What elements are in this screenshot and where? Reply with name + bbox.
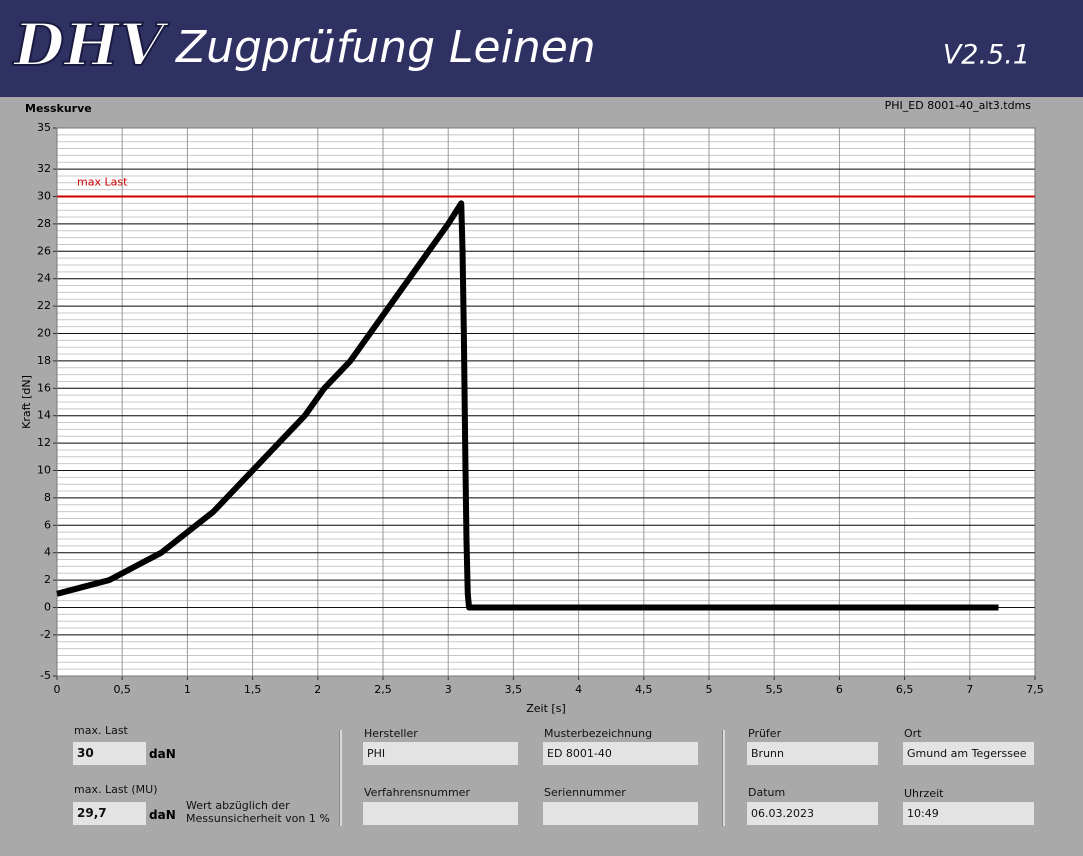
x-tick-label: 0,5 bbox=[113, 683, 131, 696]
y-tick-label: 10 bbox=[37, 464, 51, 477]
x-tick-label: 2,5 bbox=[374, 683, 392, 696]
x-tick-label: 6,5 bbox=[896, 683, 914, 696]
x-tick-label: 7,5 bbox=[1026, 683, 1044, 696]
value-field[interactable]: 30 bbox=[73, 742, 146, 765]
separator bbox=[722, 730, 725, 826]
y-tick-label: 2 bbox=[44, 573, 51, 586]
field-input[interactable]: ED 8001-40 bbox=[543, 742, 698, 765]
field-input[interactable]: 10:49 bbox=[903, 802, 1034, 825]
field-label: Datum bbox=[748, 786, 786, 799]
label: max. Last (MU) bbox=[74, 783, 158, 796]
y-tick-label: 24 bbox=[37, 272, 51, 285]
separator bbox=[339, 730, 342, 826]
x-tick-label: 5,5 bbox=[765, 683, 783, 696]
y-tick-label: 4 bbox=[44, 546, 51, 559]
header: DHV Zugprüfung Leinen V2.5.1 bbox=[0, 0, 1083, 97]
version: V2.5.1 bbox=[943, 40, 1030, 71]
x-tick-label: 6 bbox=[836, 683, 843, 696]
note: Wert abzüglich der bbox=[186, 799, 290, 812]
y-tick-label: 16 bbox=[37, 381, 51, 394]
x-tick-label: 7 bbox=[966, 683, 973, 696]
x-tick-label: 4 bbox=[575, 683, 582, 696]
x-tick-label: 3 bbox=[445, 683, 452, 696]
chart-title: Messkurve bbox=[25, 102, 92, 115]
y-tick-label: 22 bbox=[37, 299, 51, 312]
file-name: PHI_ED 8001-40_alt3.tdms bbox=[885, 99, 1032, 112]
field-label: Seriennummer bbox=[544, 786, 626, 799]
y-tick-label: 26 bbox=[37, 244, 51, 257]
field-label: Verfahrensnummer bbox=[364, 786, 470, 799]
y-tick-label: 20 bbox=[37, 327, 51, 340]
x-tick-label: 5 bbox=[706, 683, 713, 696]
y-tick-label: 14 bbox=[37, 409, 51, 422]
y-tick-label: 0 bbox=[44, 601, 51, 614]
y-tick-label: 28 bbox=[37, 217, 51, 230]
data-line bbox=[56, 200, 999, 611]
field-label: Hersteller bbox=[364, 727, 418, 740]
y-tick-label: -5 bbox=[40, 669, 51, 682]
value-field[interactable]: 29,7 bbox=[73, 802, 146, 825]
x-tick-label: 1,5 bbox=[244, 683, 262, 696]
field-input[interactable]: Gmund am Tegerssee bbox=[903, 742, 1034, 765]
field-input[interactable] bbox=[543, 802, 698, 825]
field-input[interactable]: 06.03.2023 bbox=[747, 802, 878, 825]
field-input[interactable] bbox=[363, 802, 518, 825]
y-tick-label: 8 bbox=[44, 491, 51, 504]
y-tick-label: 6 bbox=[44, 518, 51, 531]
x-tick-label: 4,5 bbox=[635, 683, 653, 696]
unit: daN bbox=[149, 808, 176, 822]
y-tick-label: 35 bbox=[37, 121, 51, 134]
field-input[interactable]: Brunn bbox=[747, 742, 878, 765]
x-tick-label: 1 bbox=[184, 683, 191, 696]
x-tick-label: 3,5 bbox=[505, 683, 523, 696]
y-tick-label: -2 bbox=[40, 628, 51, 641]
y-tick-label: 18 bbox=[37, 354, 51, 367]
label: max. Last bbox=[74, 724, 128, 737]
y-tick-label: 32 bbox=[37, 162, 51, 175]
field-input[interactable]: PHI bbox=[363, 742, 518, 765]
y-tick-label: 30 bbox=[37, 190, 51, 203]
field-label: Prüfer bbox=[748, 727, 782, 740]
reference-label: max Last bbox=[77, 176, 128, 189]
plot-frame bbox=[56, 127, 1036, 677]
field-label: Musterbezeichnung bbox=[544, 727, 653, 740]
field-label: Ort bbox=[904, 727, 922, 740]
x-tick-label: 0 bbox=[54, 683, 61, 696]
y-axis-title: Kraft [dN] bbox=[20, 375, 33, 429]
logo: DHV bbox=[12, 11, 169, 79]
y-tick-label: 12 bbox=[37, 436, 51, 449]
unit: daN bbox=[149, 747, 176, 761]
x-axis-title: Zeit [s] bbox=[526, 702, 565, 715]
note: Messunsicherheit von 1 % bbox=[186, 812, 330, 825]
x-tick-label: 2 bbox=[314, 683, 321, 696]
app-title: Zugprüfung Leinen bbox=[175, 22, 596, 73]
chart: Messkurve PHI_ED 8001-40_alt3.tdms Zeit … bbox=[20, 99, 1044, 715]
field-label: Uhrzeit bbox=[904, 787, 944, 800]
